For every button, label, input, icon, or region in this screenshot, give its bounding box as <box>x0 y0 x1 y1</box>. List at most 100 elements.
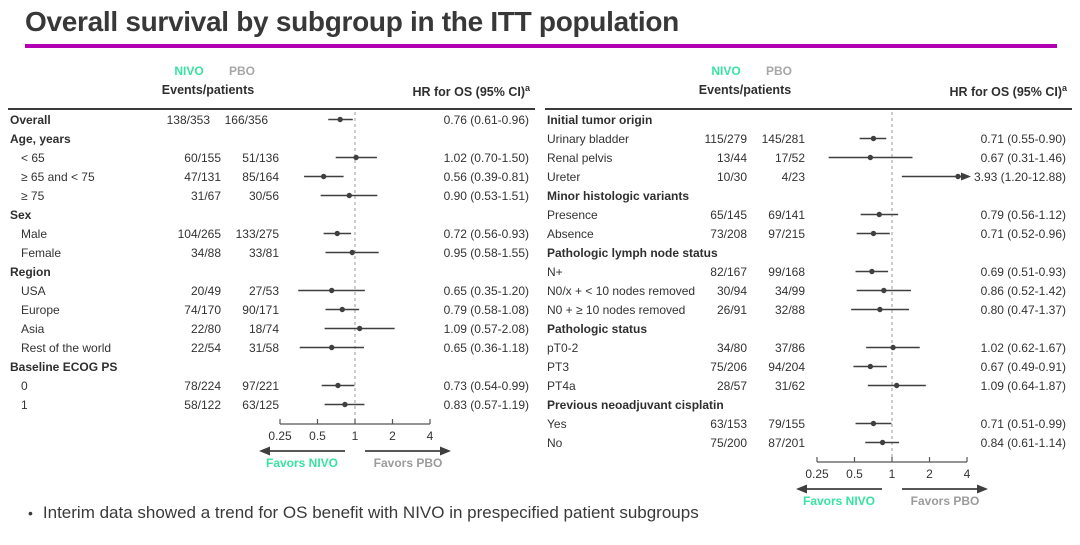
events-patients-header: Events/patients <box>698 83 792 97</box>
nivo-events-value: 115/279 <box>704 131 748 146</box>
forest-rows: Overall 138/353 166/356 0.76 (0.61-0.96) Age… <box>8 110 535 456</box>
nivo-events-value: 138/353 <box>166 112 210 127</box>
hr-ci-value: 0.86 (0.52-1.42) <box>980 283 1066 298</box>
row-label: Urinary bladder <box>547 131 630 146</box>
favors-nivo-label: Favors NIVO <box>802 494 876 508</box>
row-label: Age, years <box>10 131 71 146</box>
favors-pbo-arrowhead <box>977 484 988 494</box>
subgroup-row: PT3 75/206 94/204 0.67 (0.49-0.91) <box>545 357 1072 376</box>
axis-tick-label: 0.25 <box>268 429 292 443</box>
pbo-events-value: 90/171 <box>242 302 279 317</box>
nivo-events-value: 63/153 <box>710 416 747 431</box>
group-header-row: Region <box>8 262 535 281</box>
row-label: Female <box>21 245 62 260</box>
nivo-events-value: 28/57 <box>716 378 747 393</box>
group-header-row: Pathologic lymph node status <box>545 243 1072 262</box>
hr-ci-value: 0.79 (0.56-1.12) <box>980 207 1066 222</box>
row-label: Sex <box>10 207 32 222</box>
title-underline-accent <box>25 44 1057 48</box>
hr-ci-value: 1.09 (0.57-2.08) <box>443 321 529 336</box>
row-label: Renal pelvis <box>547 150 613 165</box>
hr-ci-value: 0.71 (0.52-0.96) <box>980 226 1066 241</box>
hr-ci-value: 0.69 (0.51-0.93) <box>980 264 1066 279</box>
subgroup-row: Renal pelvis 13/44 17/52 0.67 (0.31-1.46) <box>545 148 1072 167</box>
hr-ci-value: 0.83 (0.57-1.19) <box>443 397 529 412</box>
nivo-events-value: 47/131 <box>184 169 221 184</box>
bullet-marker: • <box>28 505 33 521</box>
pbo-events-value: 31/58 <box>248 340 279 355</box>
hr-column-header: HR for OS (95% CI)a <box>949 83 1067 99</box>
hr-ci-value: 0.84 (0.61-1.14) <box>980 435 1066 450</box>
nivo-events-value: 78/224 <box>184 378 221 393</box>
nivo-events-value: 26/91 <box>716 302 747 317</box>
subgroup-row: Presence 65/145 69/141 0.79 (0.56-1.12) <box>545 205 1072 224</box>
pbo-events-value: 34/99 <box>774 283 805 298</box>
nivo-events-value: 58/122 <box>184 397 221 412</box>
row-label: 0 <box>21 378 28 393</box>
row-label: < 65 <box>21 150 45 165</box>
row-label: Overall <box>10 112 51 127</box>
nivo-events-value: 13/44 <box>716 150 747 165</box>
pbo-events-value: 33/81 <box>248 245 279 260</box>
hr-ci-value: 0.65 (0.36-1.18) <box>443 340 529 355</box>
nivo-events-value: 74/170 <box>184 302 221 317</box>
subgroup-row: Female 34/88 33/81 0.95 (0.58-1.55) <box>8 243 535 262</box>
hr-ci-value: 0.90 (0.53-1.51) <box>443 188 529 203</box>
nivo-events-value: 30/94 <box>716 283 747 298</box>
axis-tick-label: 0.25 <box>805 467 829 481</box>
group-header-row: Previous neoadjuvant cisplatin <box>545 395 1072 414</box>
subgroup-row: ≥ 75 31/67 30/56 0.90 (0.53-1.51) <box>8 186 535 205</box>
favors-pbo-label: Favors PBO <box>910 494 980 508</box>
nivo-column-header: NIVO <box>711 64 741 78</box>
favors-pbo-label: Favors PBO <box>373 456 443 470</box>
subgroup-row: Overall 138/353 166/356 0.76 (0.61-0.96) <box>8 110 535 129</box>
row-label: Pathologic lymph node status <box>547 245 718 260</box>
pbo-events-value: 79/155 <box>768 416 805 431</box>
row-label: Initial tumor origin <box>547 112 653 127</box>
hr-header-text: HR for OS (95% CI) <box>949 85 1062 100</box>
hr-ci-value: 0.71 (0.51-0.99) <box>980 416 1066 431</box>
favors-pbo-arrowhead <box>440 446 451 456</box>
favors-nivo-arrowhead <box>259 446 270 456</box>
nivo-events-value: 10/30 <box>716 169 747 184</box>
row-label: Previous neoadjuvant cisplatin <box>547 397 724 412</box>
row-label: Male <box>21 226 48 241</box>
hr-column-header: HR for OS (95% CI)a <box>412 83 530 99</box>
subgroup-row: Male 104/265 133/275 0.72 (0.56-0.93) <box>8 224 535 243</box>
pbo-events-value: 133/275 <box>235 226 279 241</box>
hr-header-footnote-sup: a <box>524 83 530 93</box>
pbo-events-value: 97/215 <box>768 226 805 241</box>
hr-ci-value: 0.95 (0.58-1.55) <box>443 245 529 260</box>
row-label: Region <box>10 264 51 279</box>
subgroup-row: Ureter 10/30 4/23 3.93 (1.20-12.88) <box>545 167 1072 186</box>
pbo-events-value: 87/201 <box>768 435 805 450</box>
pbo-column-header: PBO <box>765 64 792 78</box>
axis-tick-label: 2 <box>926 467 933 481</box>
hr-ci-value: 0.67 (0.31-1.46) <box>980 150 1066 165</box>
hr-ci-value: 0.73 (0.54-0.99) <box>443 378 529 393</box>
row-label: N0/x + < 10 nodes removed <box>547 283 696 298</box>
nivo-events-value: 75/200 <box>710 435 747 450</box>
hr-ci-value: 3.93 (1.20-12.88) <box>973 169 1066 184</box>
subgroup-row: Yes 63/153 79/155 0.71 (0.51-0.99) <box>545 414 1072 433</box>
row-label: Ureter <box>547 169 581 184</box>
row-label: 1 <box>21 397 28 412</box>
subgroup-row: N+ 82/167 99/168 0.69 (0.51-0.93) <box>545 262 1072 281</box>
subgroup-row: < 65 60/155 51/136 1.02 (0.70-1.50) <box>8 148 535 167</box>
row-label: N0 + ≥ 10 nodes removed <box>547 302 686 317</box>
subgroup-row: Absence 73/208 97/215 0.71 (0.52-0.96) <box>545 224 1072 243</box>
nivo-column-header: NIVO <box>174 64 204 78</box>
events-patients-header: Events/patients <box>161 83 255 97</box>
group-header-row: Minor histologic variants <box>545 186 1072 205</box>
pbo-events-value: 32/88 <box>774 302 805 317</box>
pbo-events-value: 51/136 <box>242 150 279 165</box>
pbo-events-value: 166/356 <box>224 112 268 127</box>
hr-ci-value: 0.71 (0.55-0.90) <box>980 131 1066 146</box>
row-label: PT3 <box>547 359 570 374</box>
row-label: Europe <box>21 302 60 317</box>
axis-tick-label: 0.5 <box>309 429 326 443</box>
forest-panel-left: NIVO PBO Events/patients HR for OS (95% … <box>8 64 535 470</box>
pbo-events-value: 4/23 <box>781 169 805 184</box>
row-label: Absence <box>547 226 594 241</box>
nivo-events-value: 31/67 <box>190 188 221 203</box>
